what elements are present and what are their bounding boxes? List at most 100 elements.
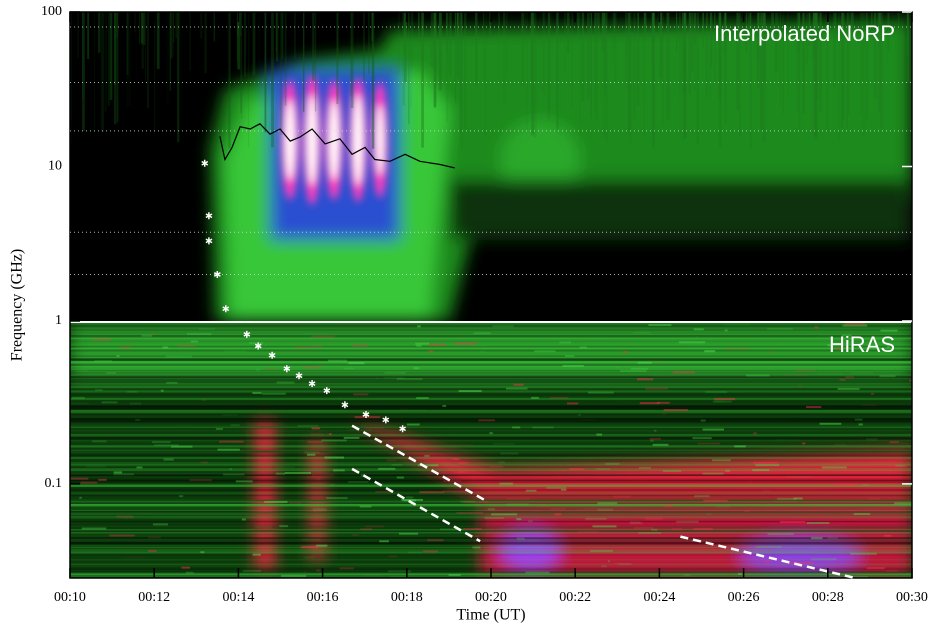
- spectrum-texture: [614, 12, 617, 84]
- spectrum-texture: [330, 483, 335, 486]
- spectrum-texture: [560, 488, 567, 491]
- spectrum-texture: [70, 538, 912, 542]
- spectrum-texture: [101, 401, 118, 404]
- spectrum-texture: [343, 436, 360, 439]
- spectrum-texture: [160, 389, 164, 392]
- spectrum-texture: [325, 504, 330, 507]
- spectrum-texture: [559, 341, 572, 344]
- panel-label: HiRAS: [829, 332, 895, 357]
- spectrum-texture: [834, 443, 847, 446]
- spectrum-texture: [850, 12, 853, 35]
- spectrum-texture: [683, 12, 687, 139]
- spectrum-texture: [840, 12, 844, 129]
- spectrum-texture: [281, 12, 284, 59]
- spectrum-texture: [275, 472, 286, 475]
- spectrum-texture: [109, 534, 135, 537]
- x-tick-label: 00:22: [559, 590, 591, 605]
- spectrum-texture: [581, 12, 585, 102]
- spectrum-texture: [829, 564, 842, 567]
- spectrum-texture: [548, 12, 551, 110]
- flux-profile: [219, 123, 455, 169]
- spectrum-texture: [724, 329, 728, 332]
- spectrum-texture: [162, 346, 169, 349]
- spectrum-texture: [537, 505, 551, 508]
- spectrum-texture: [222, 414, 238, 417]
- spectrum-texture: [602, 12, 606, 137]
- spectrum-texture: [787, 561, 814, 564]
- spectrum-texture: [808, 12, 810, 39]
- spectrum-texture: [70, 12, 73, 120]
- spectrum-texture: [70, 358, 912, 361]
- spectrum-texture: [908, 12, 912, 59]
- spectrum-texture: [108, 12, 110, 106]
- spectrum-texture: [70, 499, 912, 503]
- spectrum-texture: [439, 528, 465, 531]
- spectrum-texture: [70, 421, 912, 423]
- spectrum-texture: [70, 512, 912, 515]
- spectrum-texture: [70, 386, 912, 389]
- spectrum-texture: [877, 12, 880, 36]
- spectrum-texture: [725, 469, 731, 472]
- hiras-spectrum: [70, 323, 912, 578]
- spectrum-texture: [70, 413, 912, 416]
- spectrum-texture: [316, 569, 321, 572]
- spectrum-texture: [318, 345, 323, 348]
- spectrum-texture: [153, 12, 156, 133]
- spectrum-texture: [275, 12, 278, 52]
- spectrum-texture: [662, 469, 682, 472]
- spectrum-texture: [70, 382, 912, 385]
- spectrum-texture: [424, 454, 430, 457]
- spectrum-texture: [70, 525, 912, 527]
- spectrum-texture: [496, 565, 517, 568]
- spectrum-texture: [134, 12, 137, 33]
- marker: [382, 416, 390, 424]
- spectrum-texture: [814, 326, 819, 329]
- spectrum-texture: [70, 532, 912, 534]
- spectrum-texture: [70, 540, 912, 542]
- spectrum-texture: [703, 499, 728, 502]
- spectrum-texture: [411, 12, 414, 67]
- spectrum-texture: [95, 389, 103, 392]
- spectrum-texture: [70, 451, 912, 454]
- spectrum-texture: [255, 368, 260, 371]
- spectrum-texture: [70, 537, 912, 540]
- spectrum-texture: [860, 12, 862, 115]
- spectrum-texture: [682, 12, 685, 141]
- spectrum-texture: [906, 12, 909, 57]
- spectrum-texture: [816, 12, 819, 100]
- spectrum-texture: [98, 478, 107, 481]
- spectrum-texture: [421, 12, 424, 148]
- spectrum-texture: [70, 374, 912, 377]
- spectrum-texture: [634, 526, 654, 529]
- spectrum-texture: [347, 428, 373, 431]
- spectrum-texture: [861, 12, 864, 80]
- spectrum-texture: [624, 364, 645, 366]
- spectrum-texture: [578, 530, 600, 533]
- spectrum-texture: [579, 346, 587, 349]
- spectrum-texture: [81, 527, 107, 530]
- spectrum-texture: [92, 338, 112, 341]
- spectrum-texture: [722, 469, 732, 472]
- spectrum-texture: [263, 367, 277, 370]
- spectrum-texture: [752, 469, 770, 472]
- spectrum-texture: [70, 499, 912, 503]
- spectrum-texture: [636, 378, 654, 381]
- spectrum-texture: [760, 12, 763, 130]
- spectrum-texture: [880, 12, 883, 129]
- spectrum-texture: [793, 497, 803, 500]
- spectrum-texture: [70, 474, 912, 477]
- spectrum-texture: [456, 511, 483, 514]
- spectrum-texture: [607, 560, 610, 563]
- spectrum-texture: [271, 12, 274, 148]
- spectrum-texture: [578, 413, 582, 416]
- spectrum-texture: [70, 483, 912, 485]
- spectrum-texture: [464, 12, 467, 129]
- spectrum-texture: [77, 12, 79, 58]
- spectrum-texture: [463, 501, 489, 504]
- spectrum-texture: [883, 534, 892, 537]
- spectrum-texture: [738, 572, 743, 575]
- spectrum-texture: [70, 450, 912, 452]
- spectrum-texture: [438, 12, 442, 91]
- spectrum-texture: [70, 430, 912, 432]
